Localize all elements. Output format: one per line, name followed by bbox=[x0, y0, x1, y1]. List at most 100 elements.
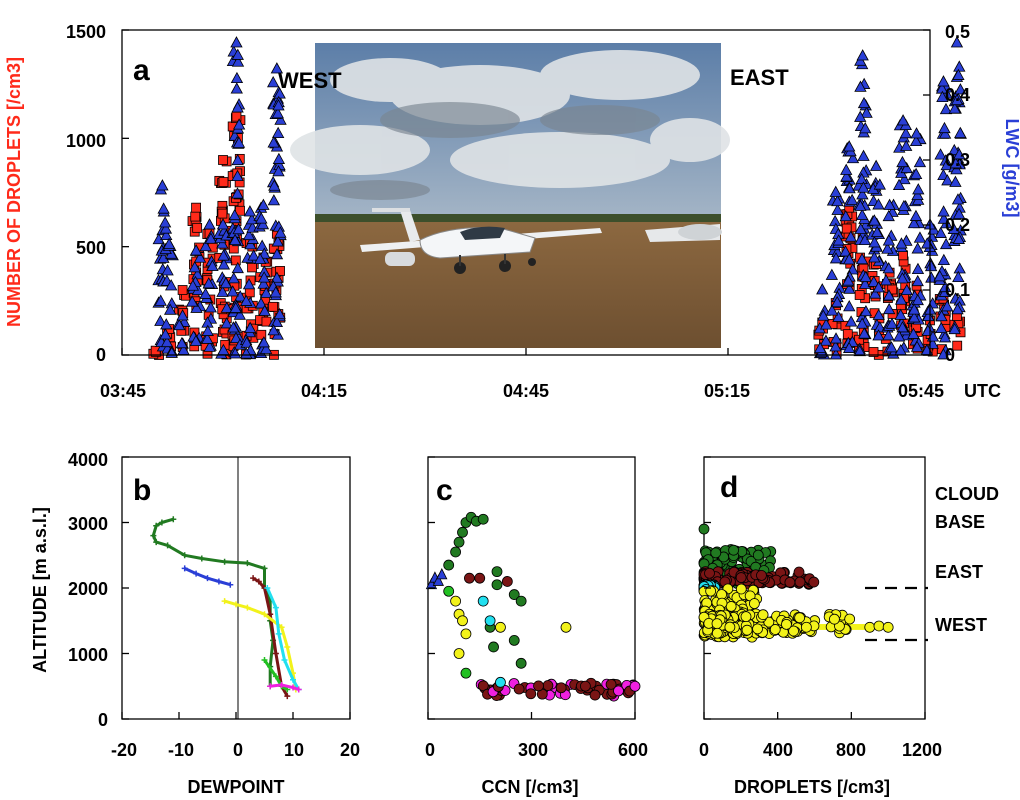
lwc-marker bbox=[239, 294, 253, 306]
dewpoint-point bbox=[150, 532, 157, 539]
lwc-marker bbox=[242, 228, 256, 241]
lwc-marker bbox=[900, 161, 913, 174]
ccn-point bbox=[515, 595, 527, 607]
lwc-marker bbox=[272, 152, 286, 164]
lwc-marker bbox=[954, 126, 967, 139]
lwc-marker bbox=[913, 155, 927, 168]
lwc-marker bbox=[859, 304, 873, 317]
lwc-marker bbox=[175, 336, 189, 349]
lwc-marker bbox=[885, 341, 898, 353]
lwc-marker bbox=[274, 113, 287, 125]
east-label: EAST bbox=[730, 65, 789, 90]
x-tick-label: 20 bbox=[340, 740, 360, 760]
ccn-point bbox=[491, 579, 503, 591]
lwc-marker bbox=[267, 194, 281, 206]
lwc-marker bbox=[243, 321, 257, 333]
panel-d-letter: d bbox=[720, 471, 738, 504]
lwc-marker bbox=[270, 271, 284, 283]
dewpoint-point bbox=[284, 643, 291, 650]
ccn-point bbox=[457, 526, 468, 538]
ccn-point bbox=[491, 566, 503, 578]
lwc-marker bbox=[892, 178, 906, 190]
lwc-marker bbox=[952, 207, 966, 219]
x-axis-label-ccn: CCN [/cm3] bbox=[481, 777, 578, 797]
lwc-marker bbox=[882, 209, 895, 222]
lwc-marker bbox=[867, 275, 880, 287]
droplet-point bbox=[784, 576, 796, 588]
lwc-marker bbox=[857, 96, 871, 109]
x-unit-label: UTC bbox=[964, 381, 1001, 401]
lwc-marker bbox=[950, 93, 964, 106]
lwc-marker bbox=[940, 158, 953, 171]
lwc-marker bbox=[257, 271, 271, 283]
lwc-marker bbox=[885, 317, 899, 329]
x-tick-label: 03:45 bbox=[100, 381, 146, 401]
lwc-marker bbox=[232, 222, 245, 235]
lwc-marker bbox=[954, 83, 967, 95]
lwc-marker bbox=[829, 332, 843, 344]
lwc-marker bbox=[157, 202, 170, 214]
lwc-marker bbox=[872, 281, 885, 293]
droplet-marker bbox=[887, 284, 898, 295]
lwc-peak-marker bbox=[162, 237, 176, 249]
lwc-marker bbox=[272, 99, 285, 111]
ccn-point bbox=[508, 635, 520, 646]
dewpoint-point bbox=[261, 611, 268, 618]
lwc-marker bbox=[258, 304, 271, 316]
dewpoint-point bbox=[250, 575, 257, 582]
lwc-marker bbox=[203, 340, 216, 352]
dewpoint-point bbox=[153, 539, 160, 546]
lwc-marker bbox=[232, 118, 246, 130]
droplet-point bbox=[724, 621, 736, 633]
lwc-marker bbox=[831, 194, 844, 207]
lwc-marker bbox=[201, 332, 214, 344]
droplet-point bbox=[882, 621, 894, 633]
lwc-marker bbox=[220, 317, 233, 329]
lwc-marker bbox=[154, 294, 167, 306]
lwc-marker bbox=[247, 249, 260, 261]
lwc-marker bbox=[227, 321, 240, 333]
lwc-marker bbox=[952, 232, 966, 244]
y2-tick-label: 0.5 bbox=[945, 22, 970, 42]
lwc-marker bbox=[937, 253, 951, 266]
ccn-point bbox=[450, 546, 462, 558]
lwc-marker bbox=[231, 101, 244, 113]
lwc-marker bbox=[231, 261, 244, 274]
lwc-marker bbox=[935, 309, 948, 322]
dewpoint-point bbox=[264, 585, 271, 591]
dewpoint-point bbox=[255, 578, 262, 585]
lwc-marker bbox=[204, 301, 217, 313]
y2-tick-label: 0.4 bbox=[945, 85, 970, 105]
lwc-marker bbox=[872, 308, 885, 320]
ccn-point bbox=[457, 615, 468, 627]
droplet-marker bbox=[190, 211, 201, 222]
lwc-marker bbox=[949, 157, 962, 169]
lwc-marker bbox=[859, 270, 872, 282]
ccn-point bbox=[589, 689, 601, 701]
lwc-marker bbox=[154, 314, 167, 326]
lwc-marker bbox=[819, 334, 833, 346]
lwc-marker bbox=[229, 301, 242, 313]
lwc-marker bbox=[255, 239, 269, 251]
lwc-marker bbox=[896, 155, 909, 168]
ccn-point bbox=[555, 682, 567, 694]
dewpoint-point bbox=[290, 684, 296, 691]
lwc-marker bbox=[233, 308, 246, 320]
droplet-marker bbox=[854, 290, 865, 300]
lwc-marker bbox=[939, 102, 953, 115]
ccn-point bbox=[477, 680, 489, 692]
x-tick-label: 04:15 bbox=[301, 381, 347, 401]
y-tick-label: 0 bbox=[98, 710, 108, 730]
panel-a: a WEST EAST 0 500 1000 1500 0 0.1 0.2 0.… bbox=[4, 22, 1020, 401]
lwc-marker bbox=[937, 212, 950, 224]
lwc-marker bbox=[843, 182, 856, 194]
dewpoint-point bbox=[275, 630, 282, 637]
droplet-point bbox=[808, 576, 820, 588]
ccn-point bbox=[453, 648, 465, 659]
lwc-marker bbox=[882, 289, 896, 301]
droplet-peak-marker bbox=[898, 250, 908, 261]
lwc-marker bbox=[844, 230, 857, 242]
lwc-marker bbox=[270, 315, 284, 328]
dewpoint-point bbox=[261, 565, 268, 572]
lwc-marker bbox=[882, 329, 895, 341]
